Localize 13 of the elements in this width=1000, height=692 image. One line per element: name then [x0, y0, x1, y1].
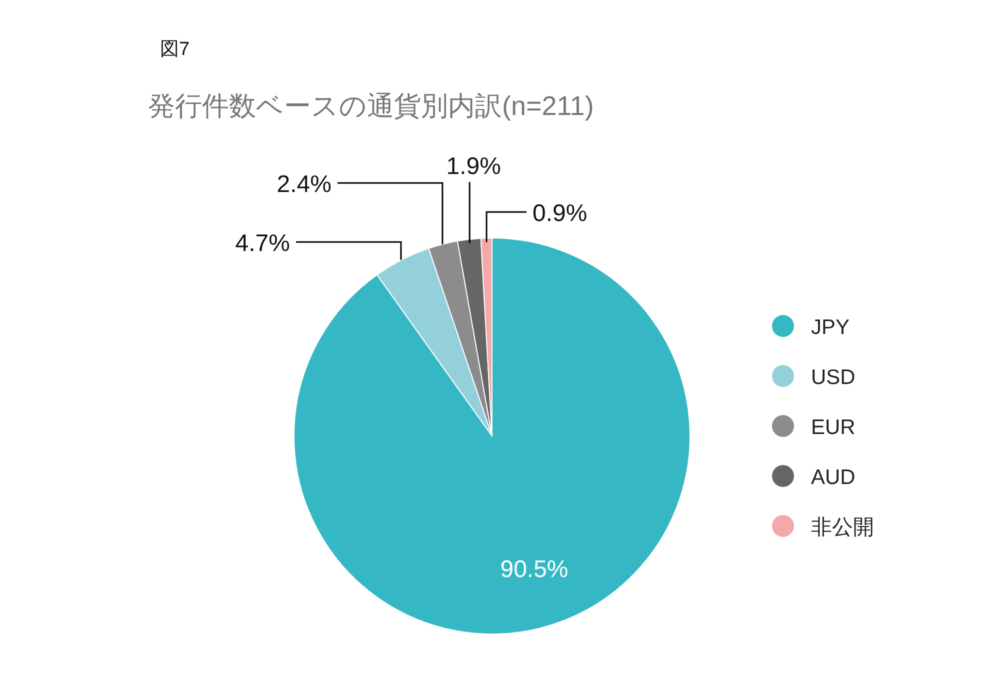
data-label: 2.4%: [276, 171, 332, 198]
legend-label: JPY: [811, 316, 850, 339]
legend-label: EUR: [811, 416, 856, 439]
chart-title: 発行件数ベースの通貨別内訳(n=211): [148, 91, 594, 121]
data-label: 90.5%: [500, 556, 568, 584]
legend-label: 非公開: [811, 516, 874, 539]
legend-label: AUD: [811, 466, 856, 489]
caption: 図7: [160, 39, 190, 60]
data-label: 1.9%: [446, 153, 501, 180]
data-label: 0.9%: [532, 200, 588, 227]
pie-slice: [294, 238, 690, 634]
data-label: 4.7%: [235, 230, 290, 257]
legend-label: USD: [811, 366, 856, 389]
